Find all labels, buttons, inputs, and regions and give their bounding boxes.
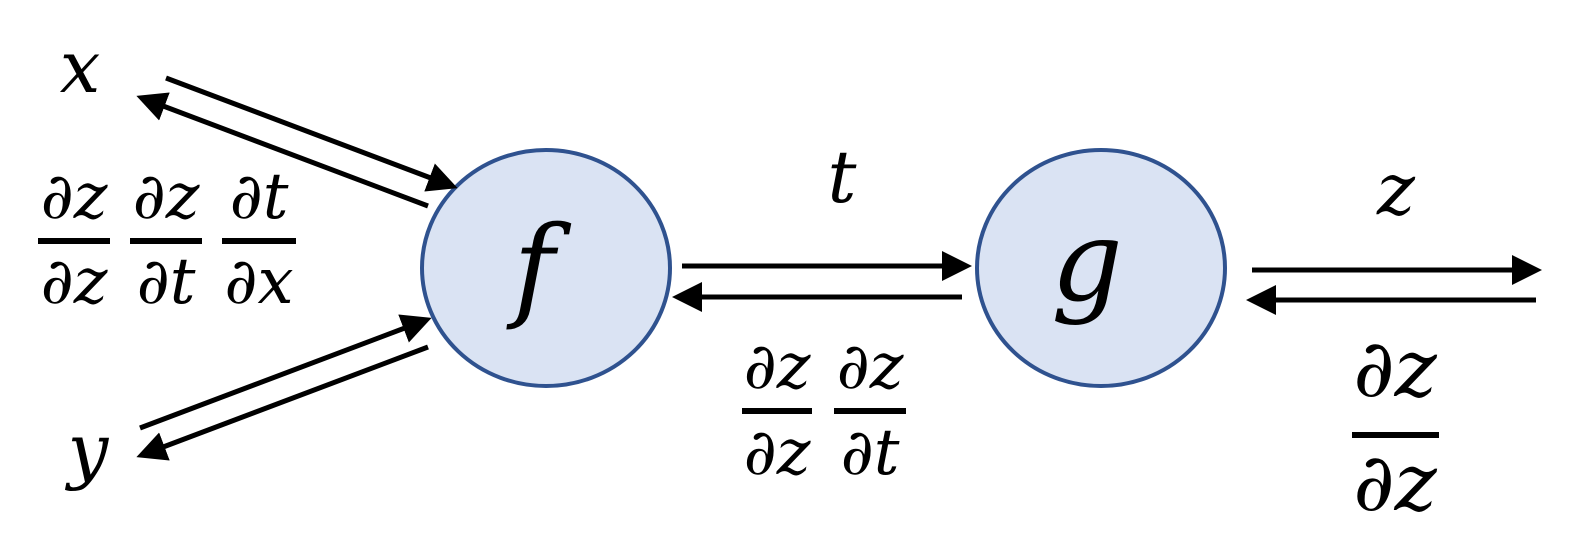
- node-g: g: [975, 148, 1227, 388]
- arrow-y-to-f: [139, 314, 432, 431]
- fraction-numerator: ∂z: [1353, 322, 1437, 415]
- node-f-circle: [420, 148, 672, 388]
- gradient-fraction: ∂t ∂x: [222, 160, 296, 319]
- fraction-numerator: ∂z: [744, 330, 812, 404]
- left-gradient-product: ∂z ∂z ∂z ∂t ∂t ∂x: [38, 160, 296, 319]
- fraction-numerator: ∂z: [133, 160, 201, 234]
- fraction-denominator: ∂t: [841, 416, 900, 490]
- node-f: f: [420, 148, 672, 388]
- fraction-numerator: ∂z: [41, 160, 109, 234]
- middle-gradient-product: ∂z ∂z ∂z ∂t: [742, 330, 906, 490]
- variable-t-label: t: [828, 135, 858, 219]
- arrow-f-to-y: [136, 344, 429, 461]
- fraction-denominator: ∂x: [224, 245, 293, 319]
- gradient-fraction: ∂z ∂z: [38, 160, 110, 319]
- fraction-numerator: ∂t: [230, 160, 289, 234]
- gradient-fraction: ∂z ∂t: [130, 160, 202, 319]
- right-gradient-product: ∂z ∂z: [1352, 322, 1439, 529]
- fraction-denominator: ∂z: [41, 245, 109, 319]
- variable-z-label: z: [1376, 147, 1416, 231]
- gradient-fraction: ∂z ∂z: [742, 330, 812, 490]
- fraction-denominator: ∂z: [1353, 436, 1437, 529]
- variable-y-label: y: [65, 408, 110, 492]
- node-g-circle: [975, 148, 1227, 388]
- fraction-denominator: ∂t: [137, 245, 196, 319]
- variable-x-label: x: [60, 25, 101, 109]
- node-g-label: g: [1051, 197, 1123, 327]
- fraction-numerator: ∂z: [837, 330, 905, 404]
- fraction-denominator: ∂z: [744, 416, 812, 490]
- arrow-f-to-x: [136, 92, 429, 209]
- gradient-fraction: ∂z ∂z: [1352, 322, 1439, 529]
- gradient-fraction: ∂z ∂t: [834, 330, 906, 490]
- arrow-x-to-f: [165, 75, 458, 192]
